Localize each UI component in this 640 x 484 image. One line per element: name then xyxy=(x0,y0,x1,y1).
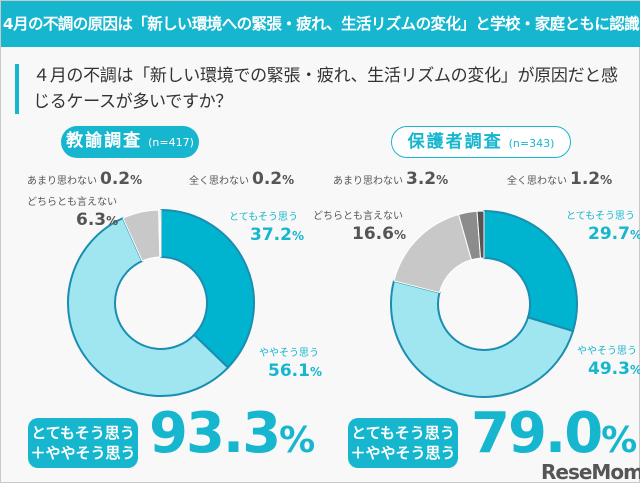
label-somewhat-left-val: 56.1% xyxy=(268,361,322,381)
resemom-logo: ReseMom xyxy=(541,460,640,484)
label-neither-left-val: 6.3% xyxy=(76,210,119,230)
label-strong-right-val: 29.7% xyxy=(588,224,640,244)
parent-survey-pill: 保護者調査 (n=343) xyxy=(391,126,571,158)
donut-slice-somewhat xyxy=(390,279,575,398)
label-not-at-all-left: 全く思わない 0.2% xyxy=(189,169,295,189)
summary-value-right: 79.0% xyxy=(471,401,637,466)
label-strong-left-val: 37.2% xyxy=(250,225,304,245)
label-somewhat-right-cat: ややそう思う xyxy=(577,346,637,357)
label-strong-right-cat: とてもそう思う xyxy=(566,211,635,222)
donut-slice-not-at-all xyxy=(476,210,485,259)
summary-value-left: 93.3% xyxy=(149,401,315,466)
header-title: 4月の不調の原因は「新しい環境への緊張・疲れ、生活リズムの変化」と学校・家庭とも… xyxy=(1,1,640,47)
donut-slice-strong xyxy=(160,208,255,369)
teacher-survey-pill: 教諭調査 (n=417) xyxy=(61,126,199,158)
donut-slice-somewhat xyxy=(67,216,230,397)
label-not-much-left: あまり思わない 0.2% xyxy=(27,169,143,189)
label-somewhat-right-val: 49.3% xyxy=(588,359,640,379)
label-somewhat-left-cat: ややそう思う xyxy=(259,348,319,359)
label-not-much-right: あまり思わない 3.2% xyxy=(333,169,449,189)
parent-survey-n: (n=343) xyxy=(508,137,555,150)
label-neither-left-cat: どちらとも言えない xyxy=(27,197,117,208)
teacher-survey-title: 教諭調査 xyxy=(66,131,143,151)
donut-slice-strong xyxy=(483,209,578,333)
label-neither-right-cat: どちらとも言えない xyxy=(313,211,403,222)
question-accent-bar xyxy=(15,64,19,114)
summary-box-right: とてもそう思う ＋ややそう思う xyxy=(348,418,458,468)
label-not-at-all-right: 全く思わない 1.2% xyxy=(507,169,613,189)
label-neither-right-val: 16.6% xyxy=(352,224,406,244)
summary-box-left: とてもそう思う ＋ややそう思う xyxy=(28,418,138,468)
parent-survey-title: 保護者調査 xyxy=(407,132,503,152)
question-text: ４月の不調は「新しい環境での緊張・疲れ、生活リズムの変化」が原因だと感じるケース… xyxy=(33,66,618,112)
teacher-survey-n: (n=417) xyxy=(148,136,194,149)
label-strong-left-cat: とてもそう思う xyxy=(229,212,298,223)
donut-slice-not-at-all xyxy=(159,209,162,258)
